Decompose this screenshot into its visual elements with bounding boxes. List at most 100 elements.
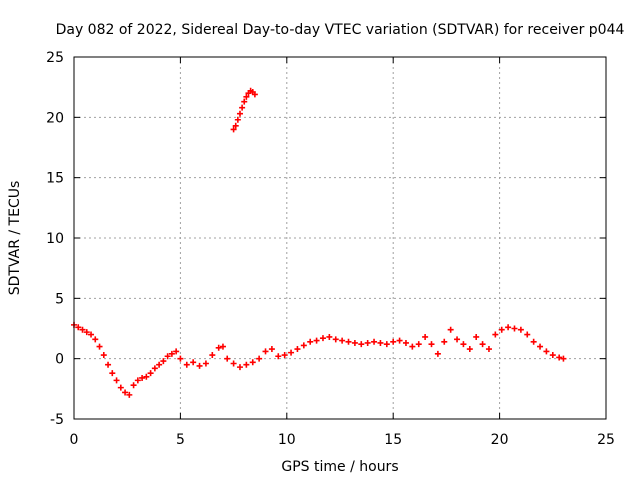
data-point bbox=[428, 341, 435, 348]
data-point bbox=[396, 337, 403, 344]
data-point bbox=[164, 353, 171, 360]
y-tick-label: 20 bbox=[46, 110, 64, 126]
data-point bbox=[371, 338, 378, 345]
data-layer bbox=[71, 87, 567, 398]
data-point bbox=[511, 325, 518, 332]
data-point bbox=[239, 104, 246, 111]
data-point bbox=[281, 352, 288, 359]
data-point bbox=[530, 338, 537, 345]
x-tick-label: 5 bbox=[176, 432, 185, 448]
data-point bbox=[88, 331, 95, 338]
data-point bbox=[251, 91, 258, 98]
data-point bbox=[109, 370, 116, 377]
data-point bbox=[224, 355, 231, 362]
data-point bbox=[230, 126, 237, 133]
data-point bbox=[402, 339, 409, 346]
data-point bbox=[177, 355, 184, 362]
grid-layer bbox=[74, 57, 606, 419]
y-tick-label: 0 bbox=[55, 352, 64, 368]
data-point bbox=[134, 377, 141, 384]
data-point bbox=[377, 339, 384, 346]
data-point bbox=[122, 389, 129, 396]
data-point bbox=[232, 122, 239, 129]
data-point bbox=[466, 346, 473, 353]
data-point bbox=[358, 341, 365, 348]
data-point bbox=[236, 364, 243, 371]
x-tick-label: 10 bbox=[278, 432, 296, 448]
data-point bbox=[364, 339, 371, 346]
data-point bbox=[241, 98, 248, 105]
data-point bbox=[173, 348, 180, 355]
data-point bbox=[415, 341, 422, 348]
data-point bbox=[351, 339, 358, 346]
data-point bbox=[92, 336, 99, 343]
data-point bbox=[409, 343, 416, 350]
data-point bbox=[300, 342, 307, 349]
tick-layer: 0 5 10 15 20 25 -5 0 5 10 15 20 25 bbox=[46, 50, 615, 448]
data-point bbox=[345, 338, 352, 345]
data-point bbox=[230, 360, 237, 367]
data-point bbox=[130, 382, 137, 389]
data-point bbox=[190, 359, 197, 366]
data-point bbox=[524, 331, 531, 338]
y-tick-label: 5 bbox=[55, 291, 64, 307]
data-point bbox=[485, 346, 492, 353]
data-point bbox=[479, 341, 486, 348]
data-point bbox=[454, 336, 461, 343]
data-point bbox=[262, 348, 269, 355]
data-point bbox=[126, 391, 133, 398]
data-point bbox=[117, 384, 124, 391]
data-point bbox=[505, 324, 512, 331]
data-point bbox=[243, 361, 250, 368]
data-point bbox=[537, 343, 544, 350]
x-tick-label: 0 bbox=[70, 432, 79, 448]
data-point bbox=[383, 341, 390, 348]
data-point bbox=[151, 365, 158, 372]
data-point bbox=[168, 350, 175, 357]
data-point bbox=[543, 348, 550, 355]
data-point bbox=[139, 374, 146, 381]
data-point bbox=[422, 333, 429, 340]
data-point bbox=[498, 326, 505, 333]
data-point bbox=[105, 361, 112, 368]
data-point bbox=[202, 360, 209, 367]
data-point bbox=[113, 377, 120, 384]
data-point bbox=[326, 333, 333, 340]
data-point bbox=[79, 326, 86, 333]
data-point bbox=[556, 354, 563, 361]
data-point bbox=[339, 337, 346, 344]
data-point bbox=[268, 346, 275, 353]
data-point bbox=[313, 337, 320, 344]
data-point bbox=[288, 349, 295, 356]
data-point bbox=[209, 352, 216, 359]
data-point bbox=[275, 353, 282, 360]
data-point bbox=[215, 344, 222, 351]
chart-title: Day 082 of 2022, Sidereal Day-to-day VTE… bbox=[56, 22, 625, 38]
y-tick-label: 15 bbox=[46, 171, 64, 187]
data-point bbox=[183, 361, 190, 368]
data-point bbox=[234, 116, 241, 123]
data-point bbox=[243, 93, 250, 100]
data-point bbox=[434, 350, 441, 357]
data-point bbox=[83, 329, 90, 336]
data-point bbox=[549, 352, 556, 359]
data-point bbox=[143, 373, 150, 380]
data-point bbox=[460, 341, 467, 348]
y-tick-label: -5 bbox=[50, 412, 64, 428]
data-point bbox=[160, 358, 167, 365]
data-point bbox=[560, 355, 567, 362]
data-point bbox=[256, 355, 263, 362]
x-tick-label: 25 bbox=[597, 432, 615, 448]
data-point bbox=[319, 335, 326, 342]
data-point bbox=[390, 338, 397, 345]
data-point bbox=[156, 361, 163, 368]
data-point bbox=[249, 359, 256, 366]
data-point bbox=[75, 324, 82, 331]
y-axis-label: SDTVAR / TECUs bbox=[7, 181, 23, 296]
data-point bbox=[307, 338, 314, 345]
y-tick-label: 25 bbox=[46, 50, 64, 66]
data-point bbox=[473, 333, 480, 340]
data-point bbox=[492, 331, 499, 338]
data-point bbox=[219, 343, 226, 350]
